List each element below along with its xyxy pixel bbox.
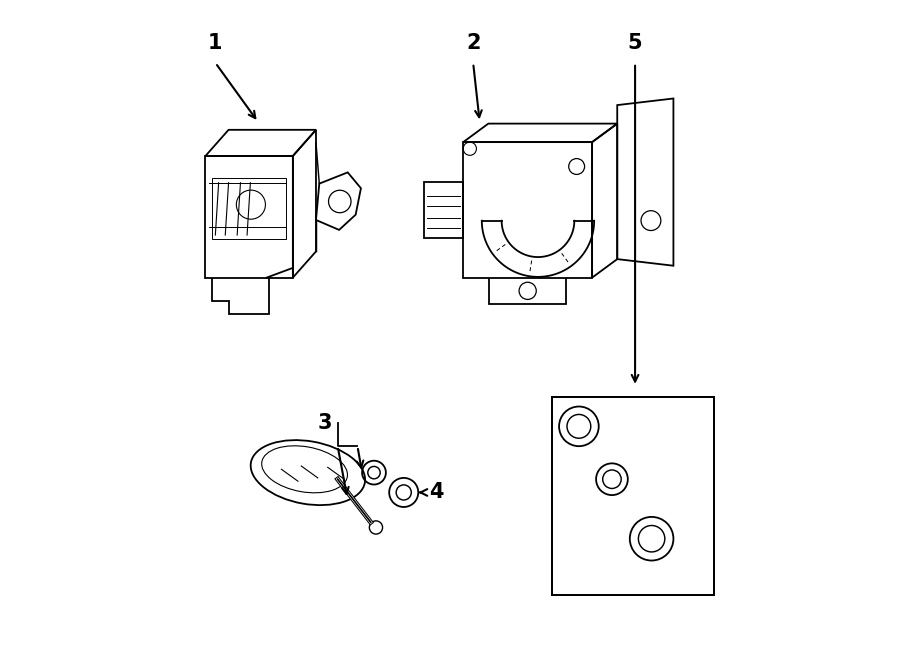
Bar xyxy=(553,397,715,595)
Text: 3: 3 xyxy=(317,413,332,433)
Text: 5: 5 xyxy=(628,33,643,53)
Text: 1: 1 xyxy=(208,33,222,53)
Text: 2: 2 xyxy=(466,33,481,53)
Text: 4: 4 xyxy=(429,483,444,502)
